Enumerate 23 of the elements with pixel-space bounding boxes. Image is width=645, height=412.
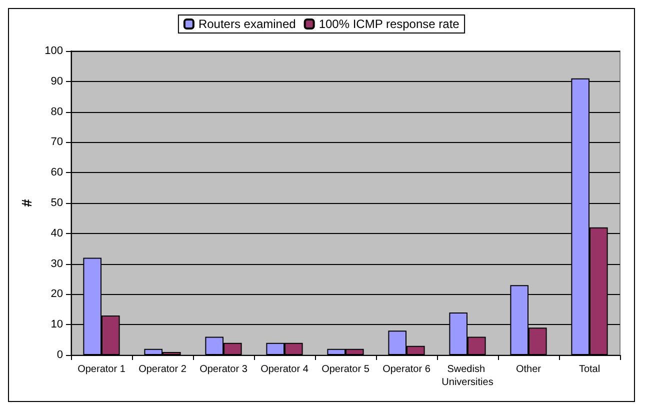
x-tick-label: Other — [516, 364, 542, 375]
y-tick-label: 80 — [50, 106, 63, 118]
x-tick-label: Operator 4 — [260, 364, 309, 375]
legend-label: Routers examined — [198, 17, 296, 31]
y-tick-label: 50 — [50, 197, 63, 209]
x-tick-label: Operator 6 — [382, 364, 431, 375]
y-tick-label: 30 — [50, 258, 63, 270]
legend-label: 100% ICMP response rate — [318, 17, 460, 31]
y-axis-title: # — [18, 198, 35, 207]
y-tick-label: 60 — [50, 166, 63, 179]
y-tick-label: 90 — [50, 75, 63, 88]
x-tick-label: Operator 1 — [78, 364, 126, 375]
x-tick-label: Operator 2 — [138, 364, 187, 375]
x-tick-label: Total — [578, 364, 600, 375]
x-tick-label: Operator 3 — [200, 364, 248, 375]
y-tick-label: 70 — [50, 136, 63, 148]
x-tick-label: Swedish Universities — [442, 364, 494, 388]
y-tick-label: 40 — [50, 227, 63, 240]
y-tick-label: 20 — [50, 288, 63, 300]
y-tick-label: 0 — [56, 349, 63, 361]
y-tick-label: 10 — [50, 318, 63, 331]
y-tick-label: 100 — [44, 45, 63, 57]
x-tick-label: Operator 5 — [322, 364, 370, 375]
